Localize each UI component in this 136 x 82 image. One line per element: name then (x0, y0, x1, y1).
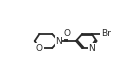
Text: N: N (55, 36, 62, 46)
Text: O: O (36, 44, 43, 53)
Text: Br: Br (101, 29, 111, 38)
Text: O: O (64, 29, 71, 38)
Text: N: N (88, 44, 95, 53)
